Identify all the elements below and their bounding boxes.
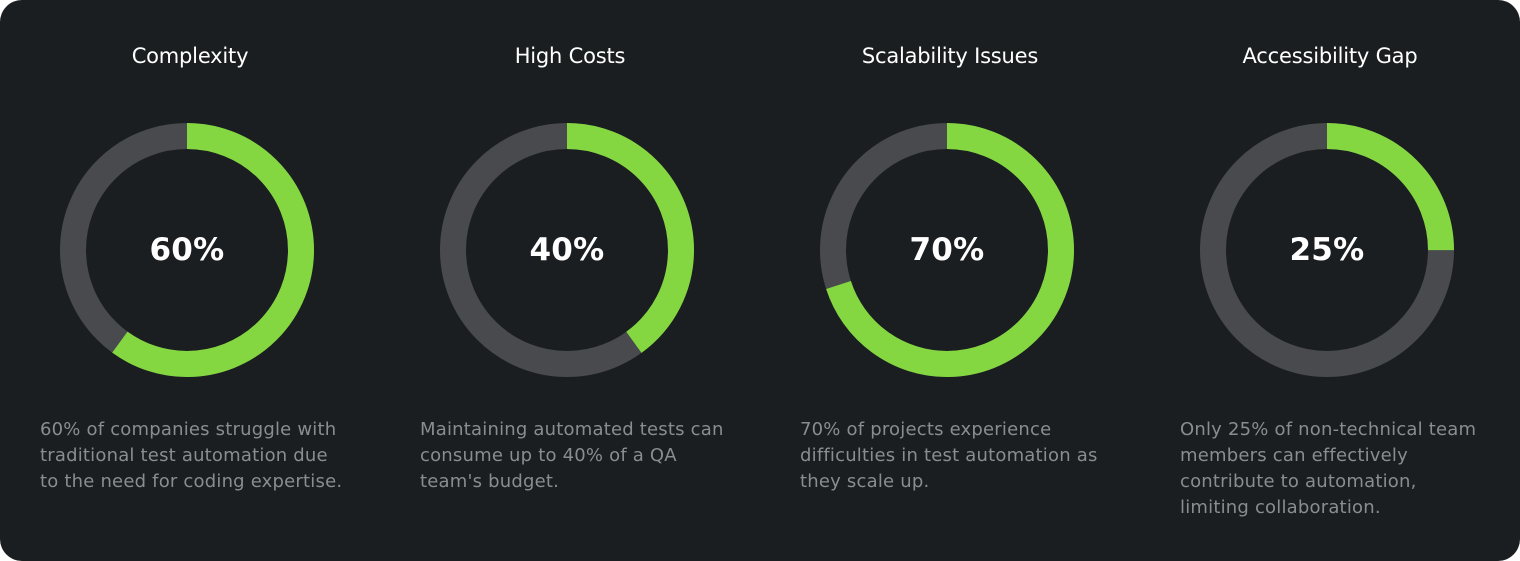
card-title: High Costs [514,44,626,68]
percentage-label: 40% [529,232,605,268]
percentage-label: 25% [1289,232,1365,268]
card-title: Scalability Issues [861,44,1039,68]
donut-svg [60,123,314,377]
stat-card-accessibility: Accessibility Gap 25% Only 25% of non-te… [1140,0,1520,561]
card-description: Only 25% of non-technical team members c… [1180,419,1477,518]
donut-filled-slice [820,123,1074,377]
stat-card-high-costs: High Costs 40% Maintaining automated tes… [380,0,760,561]
donut-chart [60,123,314,377]
card-description: 60% of companies struggle with tradition… [40,419,343,492]
donut-chart [440,123,694,377]
card-title: Accessibility Gap [1242,44,1418,68]
donut-chart [1200,123,1454,377]
donut-chart [820,123,1074,377]
percentage-label: 60% [149,232,225,268]
donut-svg [1200,123,1454,377]
stat-card-scalability: Scalability Issues 70% 70% of projects e… [760,0,1140,561]
card-title: Complexity [131,44,249,68]
donut-svg [820,123,1074,377]
donut-svg [440,123,694,377]
donut-filled-slice [60,123,314,377]
stat-card-complexity: Complexity 60% 60% of companies struggle… [0,0,380,561]
donut-filled-slice [1200,123,1454,377]
card-description: Maintaining automated tests can consume … [420,419,724,492]
donut-filled-slice [440,123,694,377]
card-description: 70% of projects experience difficulties … [800,419,1098,492]
percentage-label: 70% [909,232,985,268]
